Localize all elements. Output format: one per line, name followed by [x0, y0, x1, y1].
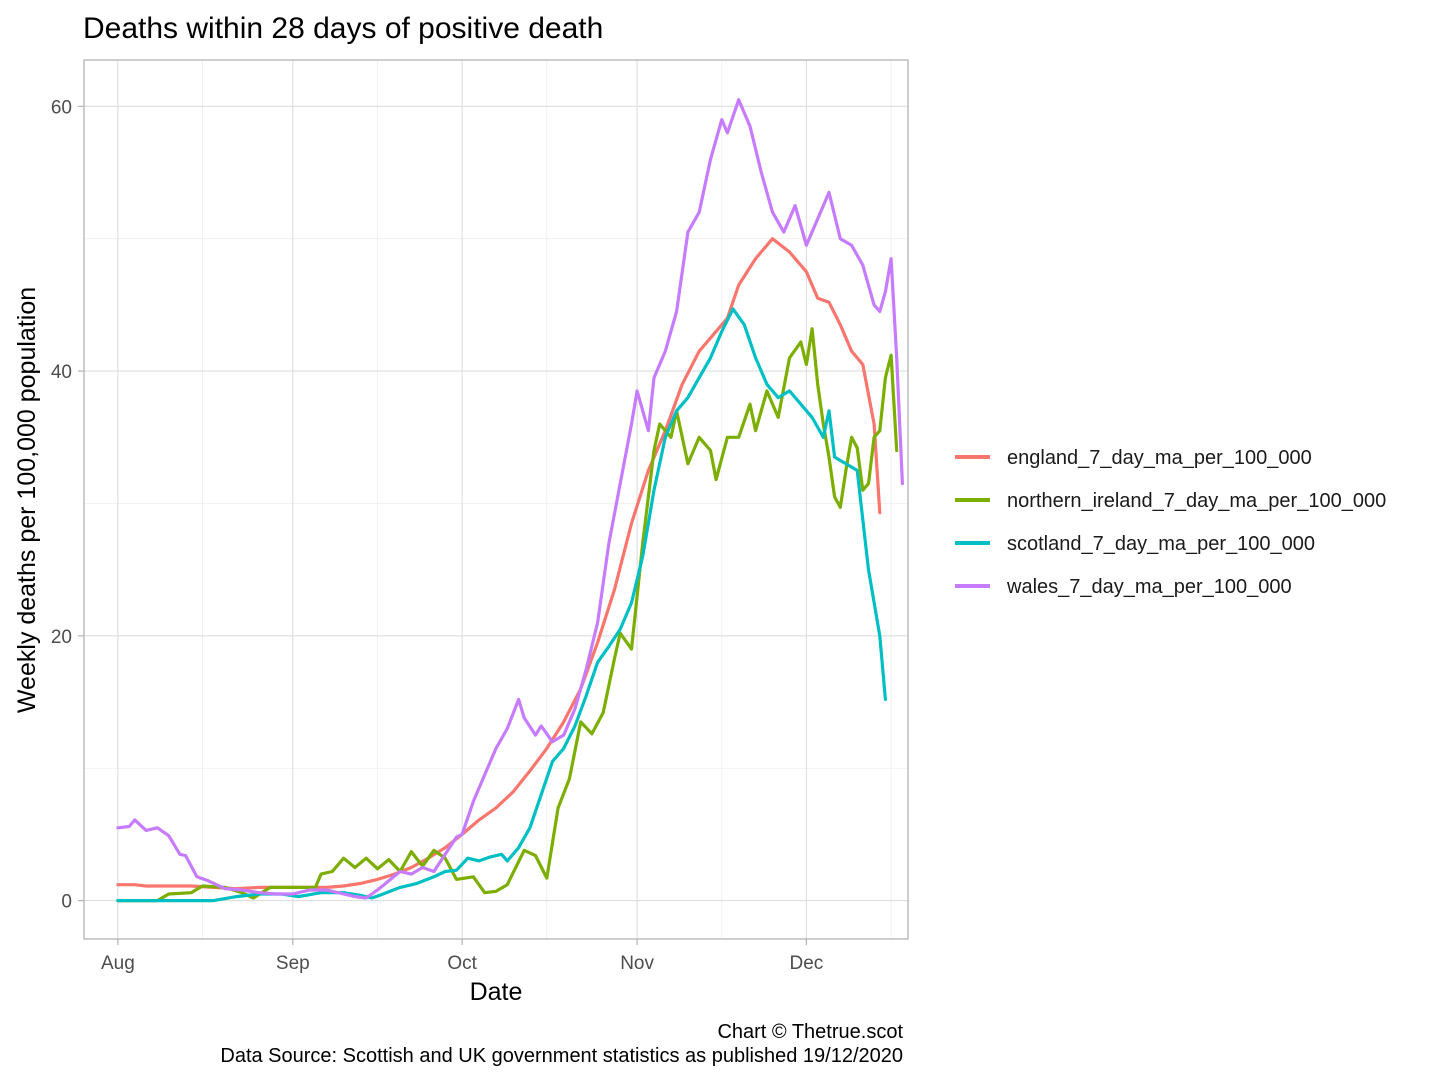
chart-title: Deaths within 28 days of positive death	[83, 12, 603, 45]
y-axis-title: Weekly deaths per 100,000 population	[13, 287, 41, 713]
panel-border	[83, 59, 909, 940]
y-tick-label: 40	[51, 362, 72, 383]
series-line-wales_7_day_ma_per_100_000	[116, 98, 905, 900]
legend: england_7_day_ma_per_100_000 northern_ire…	[955, 447, 1386, 598]
x-tick-label: Aug	[101, 953, 135, 974]
legend-label: northern_ireland_7_day_ma_per_100_000	[1007, 490, 1386, 512]
plot-panel	[83, 59, 909, 940]
x-tick-label: Nov	[620, 953, 654, 974]
x-axis-title: Date	[470, 978, 523, 1006]
x-tick-label: Sep	[276, 953, 310, 974]
x-tick-label: Oct	[447, 953, 477, 974]
legend-label: wales_7_day_ma_per_100_000	[1006, 576, 1292, 598]
y-tick-label: 60	[51, 97, 72, 118]
caption-source: Data Source: Scottish and UK government …	[220, 1045, 903, 1067]
y-tick-label: 0	[61, 892, 72, 913]
series-line-northern_ireland_7_day_ma_per_100_000	[116, 327, 899, 903]
x-tick-label: Dec	[790, 953, 824, 974]
x-axis: Aug Sep Oct Nov Dec	[101, 939, 823, 974]
legend-label: england_7_day_ma_per_100_000	[1007, 447, 1312, 469]
legend-label: scotland_7_day_ma_per_100_000	[1007, 533, 1315, 555]
minor-gridlines	[84, 60, 908, 939]
major-gridlines	[84, 60, 908, 939]
y-axis: 0 20 40 60	[51, 97, 84, 913]
y-tick-label: 20	[51, 627, 72, 648]
series-line-england_7_day_ma_per_100_000	[116, 237, 882, 891]
series-lines	[116, 98, 905, 903]
caption-credit: Chart © Thetrue.scot	[717, 1021, 903, 1043]
